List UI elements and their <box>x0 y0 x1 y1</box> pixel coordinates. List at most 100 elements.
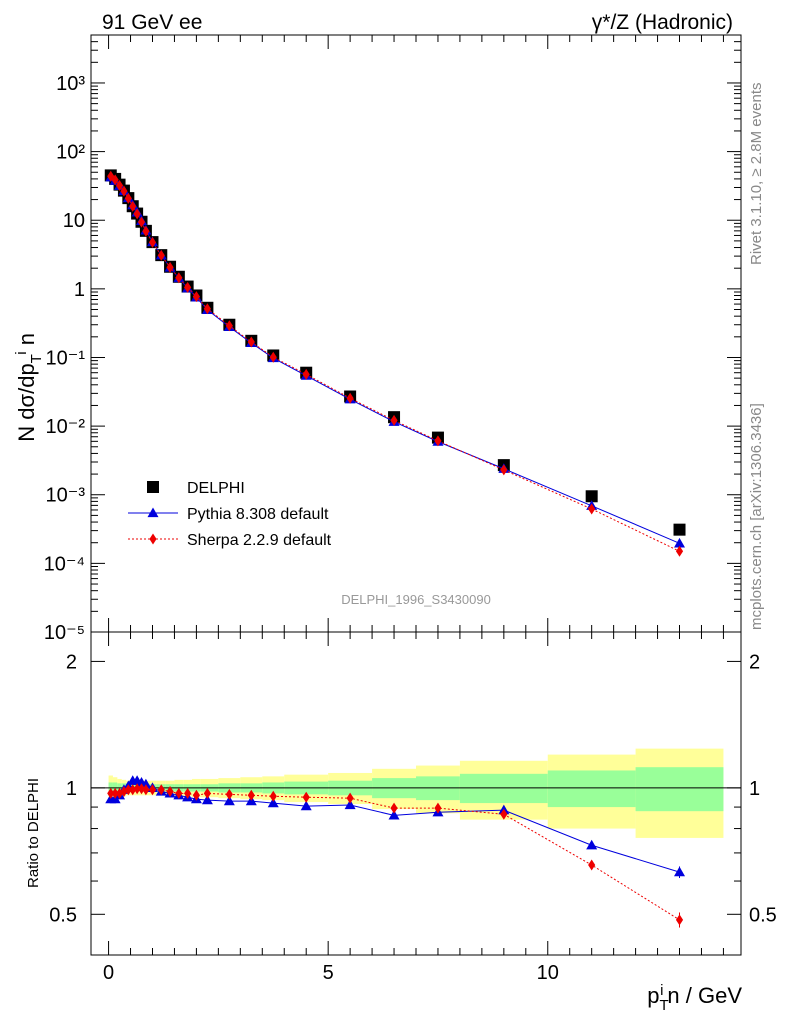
data-marker-diamond <box>175 272 183 284</box>
ratio-plot-panel: 0.5 0.5 1 1 2 2 0 5 10 <box>49 631 777 984</box>
data-marker-triangle <box>344 799 356 810</box>
y-tick-label: 10⁻⁵ <box>44 622 85 644</box>
analysis-tag: DELPHI_1996_S3430090 <box>341 592 491 607</box>
data-marker-diamond <box>129 200 137 212</box>
data-marker-triangle <box>147 507 159 518</box>
data-marker-diamond <box>115 180 124 192</box>
series-line <box>110 788 680 921</box>
data-marker-triangle <box>201 794 213 805</box>
mcplots-label: mcplots.cern.ch [arXiv:1306.3436] <box>748 403 765 630</box>
main-series-layer <box>104 169 686 557</box>
data-marker-diamond <box>192 291 200 303</box>
ratio-series-layer <box>105 775 686 928</box>
data-marker-diamond <box>203 787 211 799</box>
legend-label: Pythia 8.308 default <box>187 506 329 523</box>
data-marker-diamond <box>133 783 141 795</box>
data-marker-diamond <box>500 808 508 820</box>
main-y-axis: 10⁻⁵ 10⁻⁴ 10⁻³ 10⁻² 10⁻¹ 1 10 10² 10³ <box>44 34 741 644</box>
data-marker-diamond <box>269 790 277 802</box>
main-y-label: N dσ/dpTi n <box>13 333 45 442</box>
y-tick-label: 10⁻⁴ <box>44 553 85 575</box>
data-marker-diamond <box>302 791 310 803</box>
data-marker-diamond <box>184 787 192 799</box>
data-marker-diamond <box>225 320 233 332</box>
data-marker-triangle <box>674 866 686 877</box>
ratio-x-axis: 0 5 10 <box>103 632 724 984</box>
data-marker-diamond <box>675 545 684 557</box>
header-right: γ*/Z (Hadronic) <box>592 11 733 34</box>
data-marker-diamond <box>269 351 277 363</box>
data-marker-diamond <box>111 787 119 799</box>
data-marker-diamond <box>675 914 684 926</box>
legend: DELPHI Pythia 8.308 default Sherpa 2.2.9 d… <box>128 480 332 549</box>
data-marker-diamond <box>203 303 211 315</box>
data-marker-diamond <box>124 192 132 204</box>
data-marker-square <box>673 523 686 536</box>
data-marker-diamond <box>247 789 255 801</box>
rivet-label: Rivet 3.1.10, ≥ 2.8M events <box>748 83 765 266</box>
legend-label: Sherpa 2.2.9 default <box>187 532 332 549</box>
band-green <box>547 770 636 808</box>
y-tick-label: 10⁻² <box>46 416 86 438</box>
data-marker-diamond <box>500 464 508 476</box>
data-marker-diamond <box>434 435 442 447</box>
data-marker-diamond <box>588 859 596 871</box>
data-marker-diamond <box>129 784 137 796</box>
y-tick-label: 1 <box>74 279 85 301</box>
y-tick-label: 1 <box>66 778 77 800</box>
data-marker-diamond <box>142 784 150 796</box>
y-tick-label: 2 <box>749 651 760 673</box>
data-marker-diamond <box>157 784 165 796</box>
header-left: 91 GeV ee <box>102 11 202 34</box>
y-tick-label: 0.5 <box>49 904 77 926</box>
data-marker-diamond <box>346 392 354 404</box>
series-sherpa <box>107 170 684 557</box>
data-marker-diamond <box>107 170 115 182</box>
x-tick-label: 5 <box>323 962 334 984</box>
legend-entry-sherpa: Sherpa 2.2.9 default <box>128 532 332 549</box>
y-tick-label: 10⁻³ <box>46 485 86 507</box>
data-marker-diamond <box>434 802 442 814</box>
y-tick-label: 10 <box>63 210 85 232</box>
data-marker-diamond <box>302 368 310 380</box>
x-tick-label: 0 <box>103 962 114 984</box>
data-marker-square <box>147 481 159 493</box>
data-marker-diamond <box>120 185 128 197</box>
data-marker-diamond <box>390 414 398 426</box>
data-marker-diamond <box>148 236 157 248</box>
ratio-series-sherpa <box>107 783 684 928</box>
data-marker-diamond <box>166 786 174 798</box>
data-marker-diamond <box>133 208 141 220</box>
data-marker-triangle <box>267 797 279 808</box>
main-x-axis <box>108 35 724 632</box>
y-tick-label: 10² <box>56 142 85 164</box>
data-marker-triangle <box>674 537 686 548</box>
data-marker-diamond <box>120 786 128 798</box>
main-plot-panel: 10⁻⁵ 10⁻⁴ 10⁻³ 10⁻² 10⁻¹ 1 10 10² 10³ DELPHI_199… <box>44 34 742 644</box>
data-marker-diamond <box>225 788 233 800</box>
ratio-y-label: Ratio to DELPHI <box>25 778 42 888</box>
data-marker-triangle <box>223 795 235 806</box>
band-green <box>635 767 724 812</box>
data-marker-diamond <box>588 503 596 515</box>
ratio-y-axis: 0.5 0.5 1 1 2 2 <box>49 651 777 956</box>
data-marker-triangle <box>300 800 312 811</box>
data-marker-diamond <box>137 783 146 795</box>
data-marker-diamond <box>137 216 146 228</box>
data-marker-diamond <box>192 789 200 801</box>
data-marker-square <box>585 490 598 503</box>
y-tick-label: 0.5 <box>749 904 777 926</box>
data-marker-diamond <box>115 787 124 799</box>
data-marker-diamond <box>149 533 157 545</box>
x-axis-label: pTi n / GeV <box>647 982 742 1014</box>
data-marker-triangle <box>586 839 598 850</box>
legend-label: DELPHI <box>187 480 245 497</box>
band-green <box>459 773 548 804</box>
ratio-uncertainty-bands <box>108 748 724 838</box>
data-marker-diamond <box>346 792 354 804</box>
data-marker-diamond <box>247 336 255 348</box>
data-marker-diamond <box>142 225 150 237</box>
data-marker-diamond <box>107 787 115 799</box>
svg-text:N dσ/dpTi n: N dσ/dpTi n <box>13 333 45 442</box>
